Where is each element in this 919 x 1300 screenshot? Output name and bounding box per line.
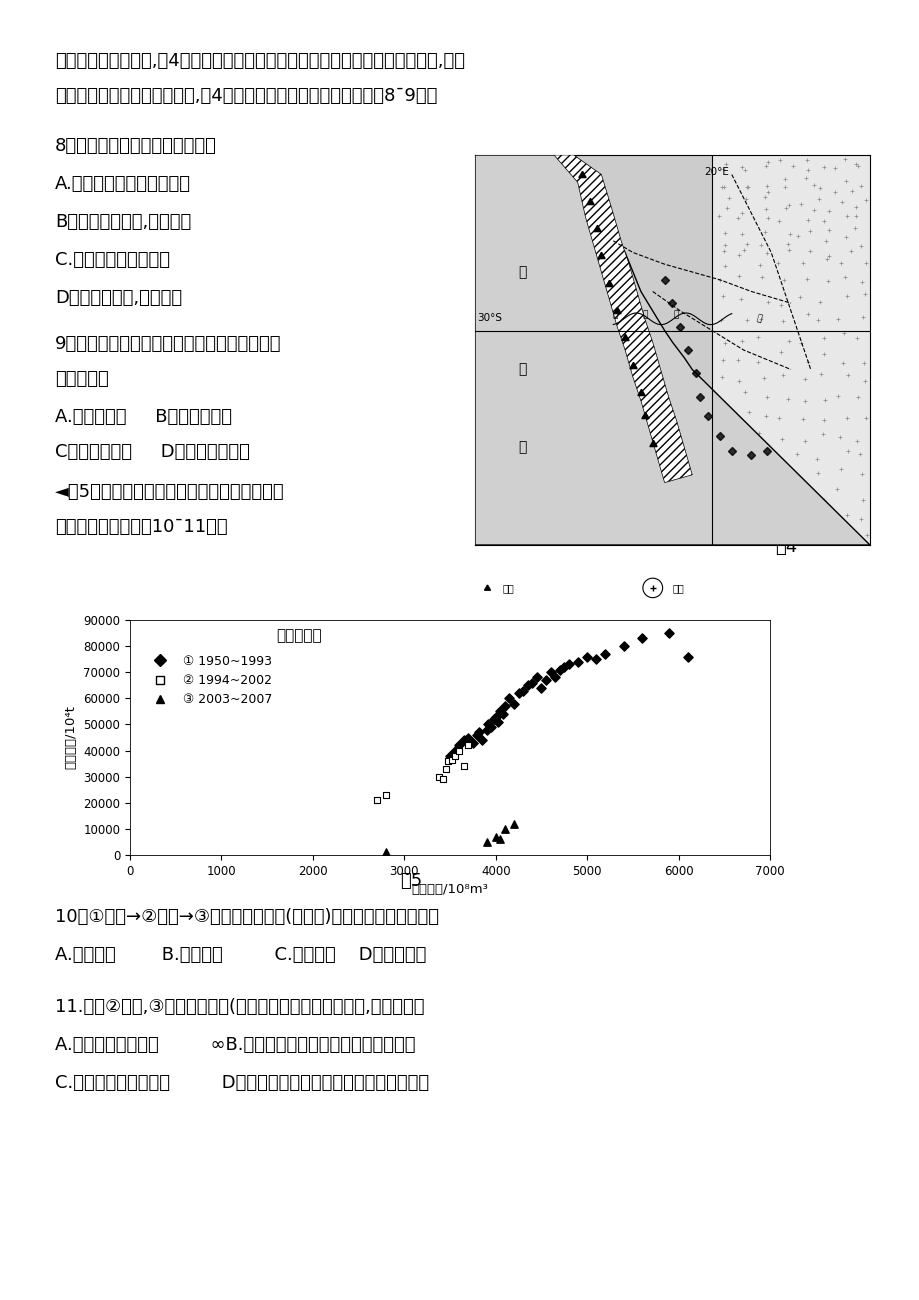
Text: 河流与季节河: 河流与季节河 [502, 621, 538, 632]
Text: 山脉: 山脉 [502, 582, 514, 593]
Text: 奥: 奥 [612, 311, 618, 320]
Text: 量关系图。据此完毕10ˉ11题。: 量关系图。据此完毕10ˉ11题。 [55, 517, 227, 536]
Point [479, 719, 494, 740]
Text: 11.较之②阶段,③阶段长江上游(宜昌站）年输沙量变化明显,重要因素是: 11.较之②阶段,③阶段长江上游(宜昌站）年输沙量变化明显,重要因素是 [55, 998, 424, 1017]
Text: ◄图5为长江上游宜昌水文站年径流量和年输沙: ◄图5为长江上游宜昌水文站年径流量和年输沙 [55, 484, 284, 501]
Point [471, 722, 486, 742]
Point [444, 749, 459, 770]
Point [490, 711, 505, 732]
Text: C．政策的支持     D．交通条件改善: C．政策的支持 D．交通条件改善 [55, 443, 250, 461]
Point [460, 727, 475, 747]
Text: C.降水较多，汁液饱满: C.降水较多，汁液饱满 [55, 251, 170, 269]
Point [495, 703, 510, 724]
Point [460, 734, 475, 755]
Point [438, 758, 453, 779]
X-axis label: 年径流量/10⁸m³: 年径流量/10⁸m³ [411, 883, 488, 896]
Point [483, 716, 498, 737]
Text: A.互联网进步     B．劳动力便宜: A.互联网进步 B．劳动力便宜 [55, 408, 232, 426]
Text: 肉植物出口量已位居世界前列,图4是纳马夸兰位置示意图。据此完毕8ˉ9题。: 肉植物出口量已位居世界前列,图4是纳马夸兰位置示意图。据此完毕8ˉ9题。 [55, 87, 437, 105]
Point [556, 656, 571, 677]
Text: 图4: 图4 [774, 538, 797, 556]
Polygon shape [474, 155, 869, 545]
Text: B．气候炎热干燥,储存水分: B．气候炎热干燥,储存水分 [55, 213, 191, 231]
Text: 大: 大 [517, 265, 526, 280]
Point [379, 842, 393, 863]
Text: 河: 河 [754, 313, 763, 324]
Text: A.上游径流量大幅减         ∞B.上游干支流沿岸地区修路等工程建设: A.上游径流量大幅减 ∞B.上游干支流沿岸地区修路等工程建设 [55, 1036, 415, 1054]
Point [542, 662, 557, 683]
Point [465, 732, 480, 753]
Point [520, 675, 535, 696]
Point [488, 827, 503, 848]
Point [440, 750, 455, 771]
Y-axis label: 年输沙量/10⁴t: 年输沙量/10⁴t [64, 706, 77, 770]
Point [506, 693, 521, 714]
Point [538, 670, 552, 690]
Point [486, 708, 501, 729]
Text: 洋: 洋 [517, 441, 526, 455]
Point [479, 832, 494, 853]
Point [451, 734, 466, 755]
Point [616, 636, 630, 656]
Text: 重要得益于: 重要得益于 [55, 370, 108, 387]
Point [447, 740, 461, 760]
Text: 长江宜昌站: 长江宜昌站 [276, 628, 322, 642]
Text: 多肉植物叶小、肉厚,图4中的纳马夸兰地区夏季多雾和冬雨使多肉植物疯狂繁殖,其多: 多肉植物叶小、肉厚,图4中的纳马夸兰地区夏季多雾和冬雨使多肉植物疯狂繁殖,其多 [55, 52, 464, 70]
Point [497, 819, 512, 840]
Polygon shape [711, 155, 869, 545]
Point [474, 729, 489, 750]
Point [506, 814, 521, 835]
Text: C.中下游地区退田还湖         D．上游干支流上某些大型水库的建成蓄水: C.中下游地区退田还湖 D．上游干支流上某些大型水库的建成蓄水 [55, 1074, 428, 1092]
Text: 西: 西 [517, 363, 526, 377]
Point [529, 667, 544, 688]
FancyBboxPatch shape [641, 623, 660, 638]
Point [497, 696, 512, 716]
Point [570, 651, 584, 672]
Point [470, 724, 484, 745]
Point [493, 829, 507, 850]
Point [525, 672, 539, 693]
Point [379, 784, 393, 805]
Point [456, 755, 471, 776]
Point [431, 766, 446, 786]
Text: A.有所增大        B.比较稳定         C.周期波动    D．明显减少: A.有所增大 B.比较稳定 C.周期波动 D．明显减少 [55, 946, 425, 965]
Point [534, 677, 549, 698]
Point [456, 729, 471, 750]
Point [551, 659, 566, 680]
Point [662, 623, 676, 644]
Point [634, 628, 649, 649]
Text: 沙漠: 沙漠 [672, 582, 684, 593]
Point [493, 701, 507, 722]
Point [481, 714, 495, 734]
Text: 兰: 兰 [641, 311, 647, 320]
Polygon shape [553, 155, 691, 482]
Text: 纳马夸兰地区: 纳马夸兰地区 [672, 621, 707, 632]
Point [547, 667, 562, 688]
Point [369, 790, 384, 811]
Point [680, 646, 695, 667]
Point [516, 680, 530, 701]
Text: 9．纳马夸兰地区的多肉植物出口到世界各地，: 9．纳马夸兰地区的多肉植物出口到世界各地， [55, 335, 281, 354]
Point [435, 768, 449, 789]
Text: 8．多肉植物叶小、肉厚的因素是: 8．多肉植物叶小、肉厚的因素是 [55, 136, 217, 155]
Text: D．地下水丰富,生长旺盛: D．地下水丰富,生长旺盛 [55, 289, 182, 307]
Point [488, 706, 503, 727]
Text: 20°E: 20°E [703, 166, 728, 177]
Point [511, 682, 526, 703]
Text: 治: 治 [673, 311, 678, 320]
Point [579, 646, 594, 667]
Point [502, 688, 516, 709]
Text: 10．①阶段→②阶段→③阶段，长江上游(宜昌站)年输沙量的变化趋势是: 10．①阶段→②阶段→③阶段，长江上游(宜昌站)年输沙量的变化趋势是 [55, 907, 438, 926]
Point [448, 745, 462, 766]
Text: 图5: 图5 [400, 872, 422, 891]
Text: 30°S: 30°S [476, 313, 502, 322]
Point [442, 745, 457, 766]
Point [597, 644, 612, 664]
Point [588, 649, 603, 670]
Point [561, 654, 575, 675]
Text: A.昼夜温差大，富含营养物: A.昼夜温差大，富含营养物 [55, 176, 191, 192]
Point [451, 740, 466, 760]
Legend: ① 1950~1993, ② 1994~2002, ③ 2003~2007: ① 1950~1993, ② 1994~2002, ③ 2003~2007 [142, 650, 277, 711]
